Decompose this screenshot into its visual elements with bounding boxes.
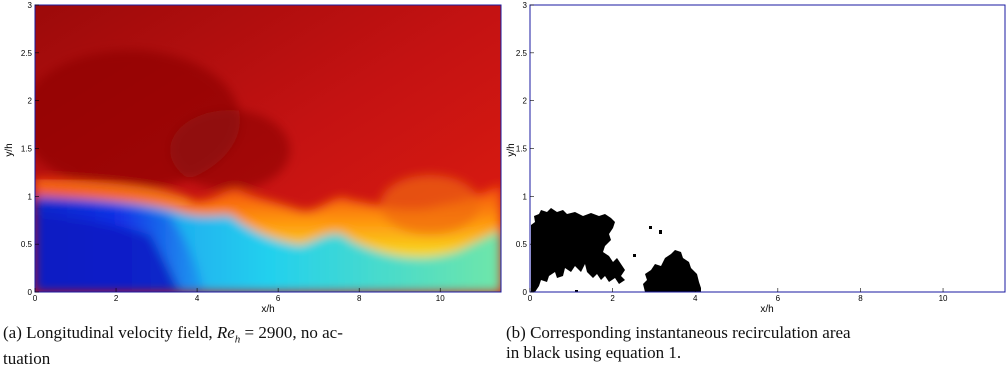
y-tick-label: 2.5 xyxy=(516,49,528,58)
x-tick-label: 2 xyxy=(610,294,615,303)
x-tick-label: 4 xyxy=(693,294,698,303)
recirculation-regions xyxy=(531,208,701,292)
y-tick-label: 1 xyxy=(28,192,33,201)
y-axis-label-b: y/h xyxy=(506,143,517,156)
x-tick-label: 0 xyxy=(33,294,38,303)
noise-speck xyxy=(633,254,636,257)
x-axis-label-b: x/h xyxy=(760,304,773,315)
y-tick-label: 3 xyxy=(523,1,528,10)
y-tick-label: 3 xyxy=(28,1,33,10)
recirculation-region-1 xyxy=(531,208,625,292)
velocity-heatmap xyxy=(35,5,501,292)
x-tick-label: 4 xyxy=(195,294,200,303)
caption-b: (b) Corresponding instantaneous recircul… xyxy=(506,323,1006,363)
y-tick-label: 0 xyxy=(28,288,33,297)
x-tick-label: 6 xyxy=(776,294,781,303)
x-tick-label: 10 xyxy=(436,294,445,303)
x-tick-label: 8 xyxy=(858,294,863,303)
y-tick-label: 0.5 xyxy=(516,240,528,249)
x-tick-label: 6 xyxy=(276,294,281,303)
velocity-field-figure: 0 2 4 6 8 10 0 0.5 1 1.5 2 2.5 3 x/h y/h xyxy=(4,1,502,315)
noise-speck xyxy=(575,290,578,292)
x-tick-label: 0 xyxy=(528,294,533,303)
caption-a-text-2: = 2900, no ac- xyxy=(240,323,343,342)
noise-speck xyxy=(649,226,652,229)
panel-b: 0 2 4 6 8 10 0 0.5 1 1.5 2 2.5 3 x/h y/h xyxy=(505,0,1008,315)
y-tick-label: 0 xyxy=(523,288,528,297)
noise-speck xyxy=(659,230,662,234)
y-tick-label: 2 xyxy=(523,97,528,106)
caption-a-re: Re xyxy=(216,323,235,342)
y-tick-label: 2 xyxy=(28,97,33,106)
panel-a: 0 2 4 6 8 10 0 0.5 1 1.5 2 2.5 3 x/h y/h xyxy=(0,0,505,315)
y-axis-label-a: y/h xyxy=(4,143,15,156)
x-tick-label: 8 xyxy=(357,294,362,303)
x-tick-label: 10 xyxy=(939,294,948,303)
x-tick-label: 2 xyxy=(114,294,119,303)
caption-b-line-2: in black using equation 1. xyxy=(506,343,682,362)
y-tick-label: 1.5 xyxy=(516,145,528,154)
y-tick-label: 2.5 xyxy=(21,49,33,58)
caption-a-text: (a) Longitudinal velocity field, xyxy=(3,323,217,342)
y-tick-label: 0.5 xyxy=(21,240,33,249)
recirculation-figure: 0 2 4 6 8 10 0 0.5 1 1.5 2 2.5 3 x/h y/h xyxy=(506,1,1006,315)
axis-ticks-b: 0 2 4 6 8 10 0 0.5 1 1.5 2 2.5 3 xyxy=(516,1,948,303)
recirculation-region-2 xyxy=(643,250,701,292)
axis-ticks-a: 0 2 4 6 8 10 0 0.5 1 1.5 2 2.5 3 xyxy=(21,1,445,303)
caption-b-line-1: (b) Corresponding instantaneous recircul… xyxy=(506,323,851,342)
y-tick-label: 1 xyxy=(523,192,528,201)
y-tick-label: 1.5 xyxy=(21,145,33,154)
caption-a: (a) Longitudinal velocity field, Reh = 2… xyxy=(3,323,503,369)
caption-a-re-sub: h xyxy=(234,333,241,346)
caption-a-text-3: tuation xyxy=(3,349,51,369)
x-axis-label-a: x/h xyxy=(261,304,274,315)
